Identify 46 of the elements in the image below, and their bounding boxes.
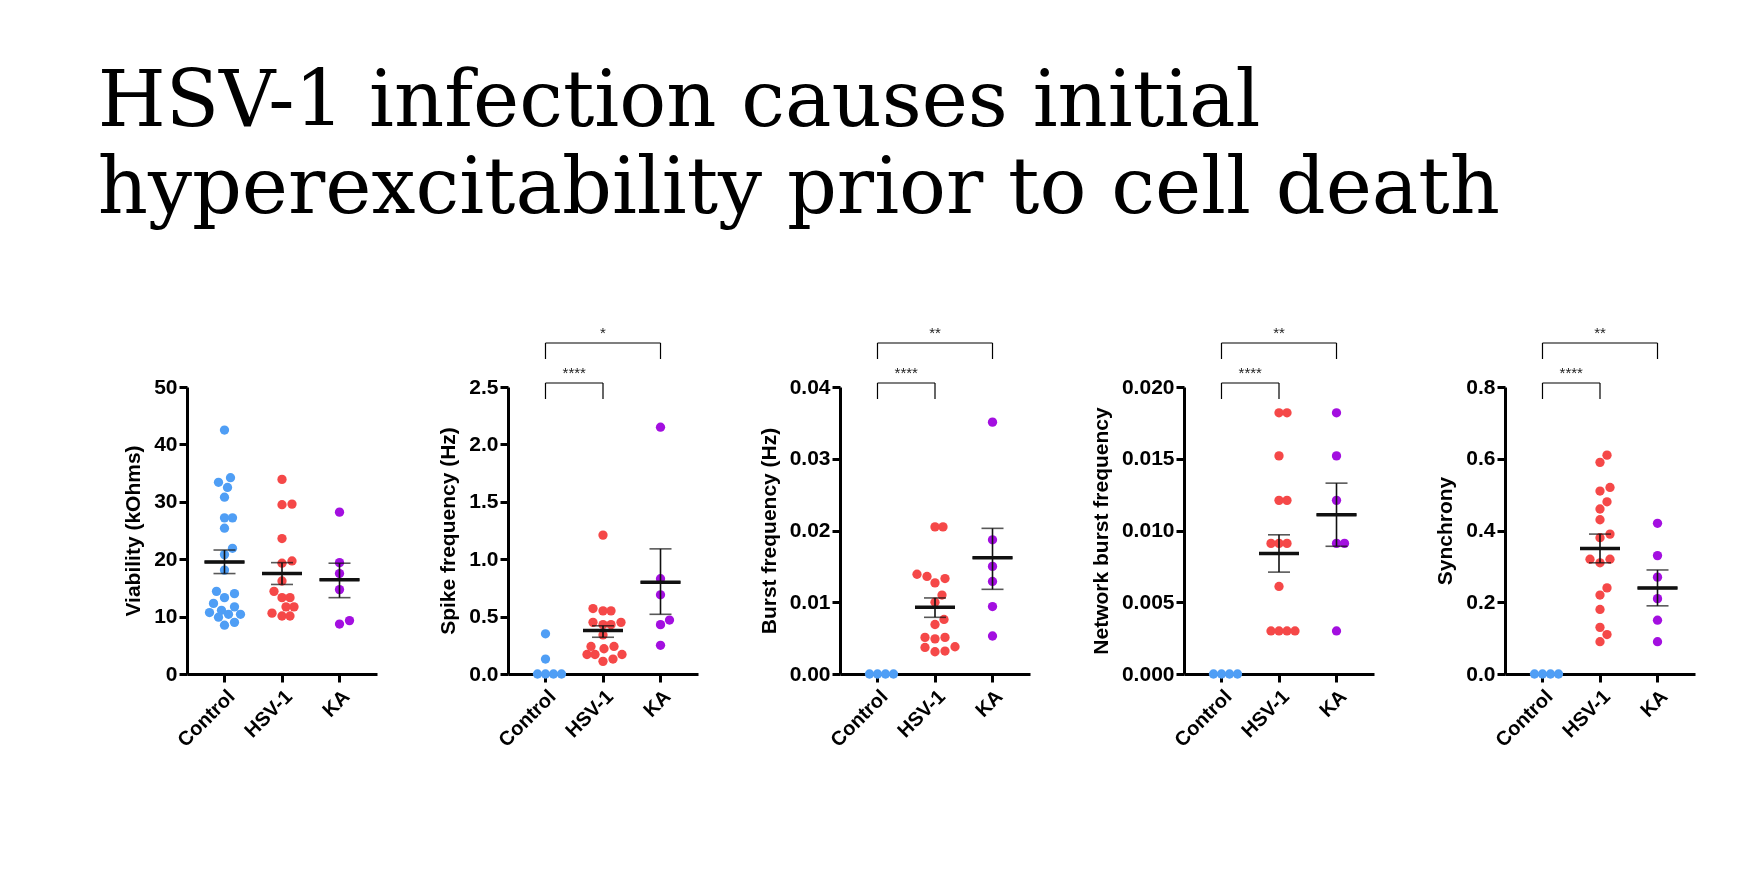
x-tick-label: KA: [970, 685, 1007, 722]
text: **: [929, 324, 941, 341]
text: ****: [1559, 364, 1584, 381]
y-tick-label: 0.2: [1466, 589, 1496, 613]
text: ****: [562, 364, 587, 381]
text: ****: [1238, 364, 1263, 381]
y-tick-label: 0.01: [789, 589, 831, 613]
y-tick-label: 0.5: [469, 604, 499, 628]
y-axis-title: Viability (kOhms): [121, 445, 145, 617]
y-tick-label: 0.04: [789, 374, 831, 398]
y-tick-label: 0.4: [1466, 518, 1496, 541]
y-tick-label: 0.010: [1121, 518, 1175, 541]
text: **: [1594, 324, 1606, 341]
x-tick-label: KA: [317, 685, 354, 722]
y-tick-label: 0.0: [469, 661, 499, 685]
y-tick-label: 0.03: [789, 446, 831, 470]
y-tick-label: 0.6: [1466, 446, 1496, 470]
y-tick-label: 0.000: [1121, 661, 1175, 685]
y-axis-title: Network burst frequency: [1088, 406, 1112, 655]
y-tick-label: 30: [154, 489, 178, 513]
y-tick-label: 0.02: [789, 518, 831, 541]
y-axis-title: Spike frequency (Hz): [436, 427, 460, 635]
y-tick-label: 0.00: [789, 661, 831, 685]
text: *: [600, 324, 607, 341]
y-tick-label: 1.0: [469, 546, 499, 570]
y-tick-label: 20: [154, 546, 178, 570]
y-tick-label: 1.5: [469, 489, 499, 513]
text: HSV-1 infection causes initial hyperexcitability prior to cell death: [97, 54, 1500, 231]
text: **: [1273, 324, 1285, 341]
x-tick-label: KA: [638, 685, 675, 722]
y-tick-label: 0.020: [1121, 374, 1175, 398]
y-tick-label: 0.015: [1121, 446, 1175, 470]
y-tick-label: 0.005: [1121, 589, 1175, 613]
y-axis-title: Synchrony: [1433, 476, 1457, 586]
x-tick-label: KA: [1314, 685, 1351, 722]
y-tick-label: 0: [165, 661, 178, 685]
y-tick-label: 40: [154, 431, 178, 455]
y-tick-label: 0.8: [1466, 374, 1496, 398]
y-tick-label: 0.0: [1466, 661, 1496, 685]
y-axis-title: Burst frequency (Hz): [756, 427, 780, 635]
y-tick-label: 2.5: [469, 374, 499, 398]
text: ****: [894, 364, 919, 381]
x-tick-label: KA: [1635, 685, 1672, 722]
y-tick-label: 50: [154, 374, 178, 398]
y-tick-label: 2.0: [469, 431, 499, 455]
y-tick-label: 10: [154, 604, 178, 628]
